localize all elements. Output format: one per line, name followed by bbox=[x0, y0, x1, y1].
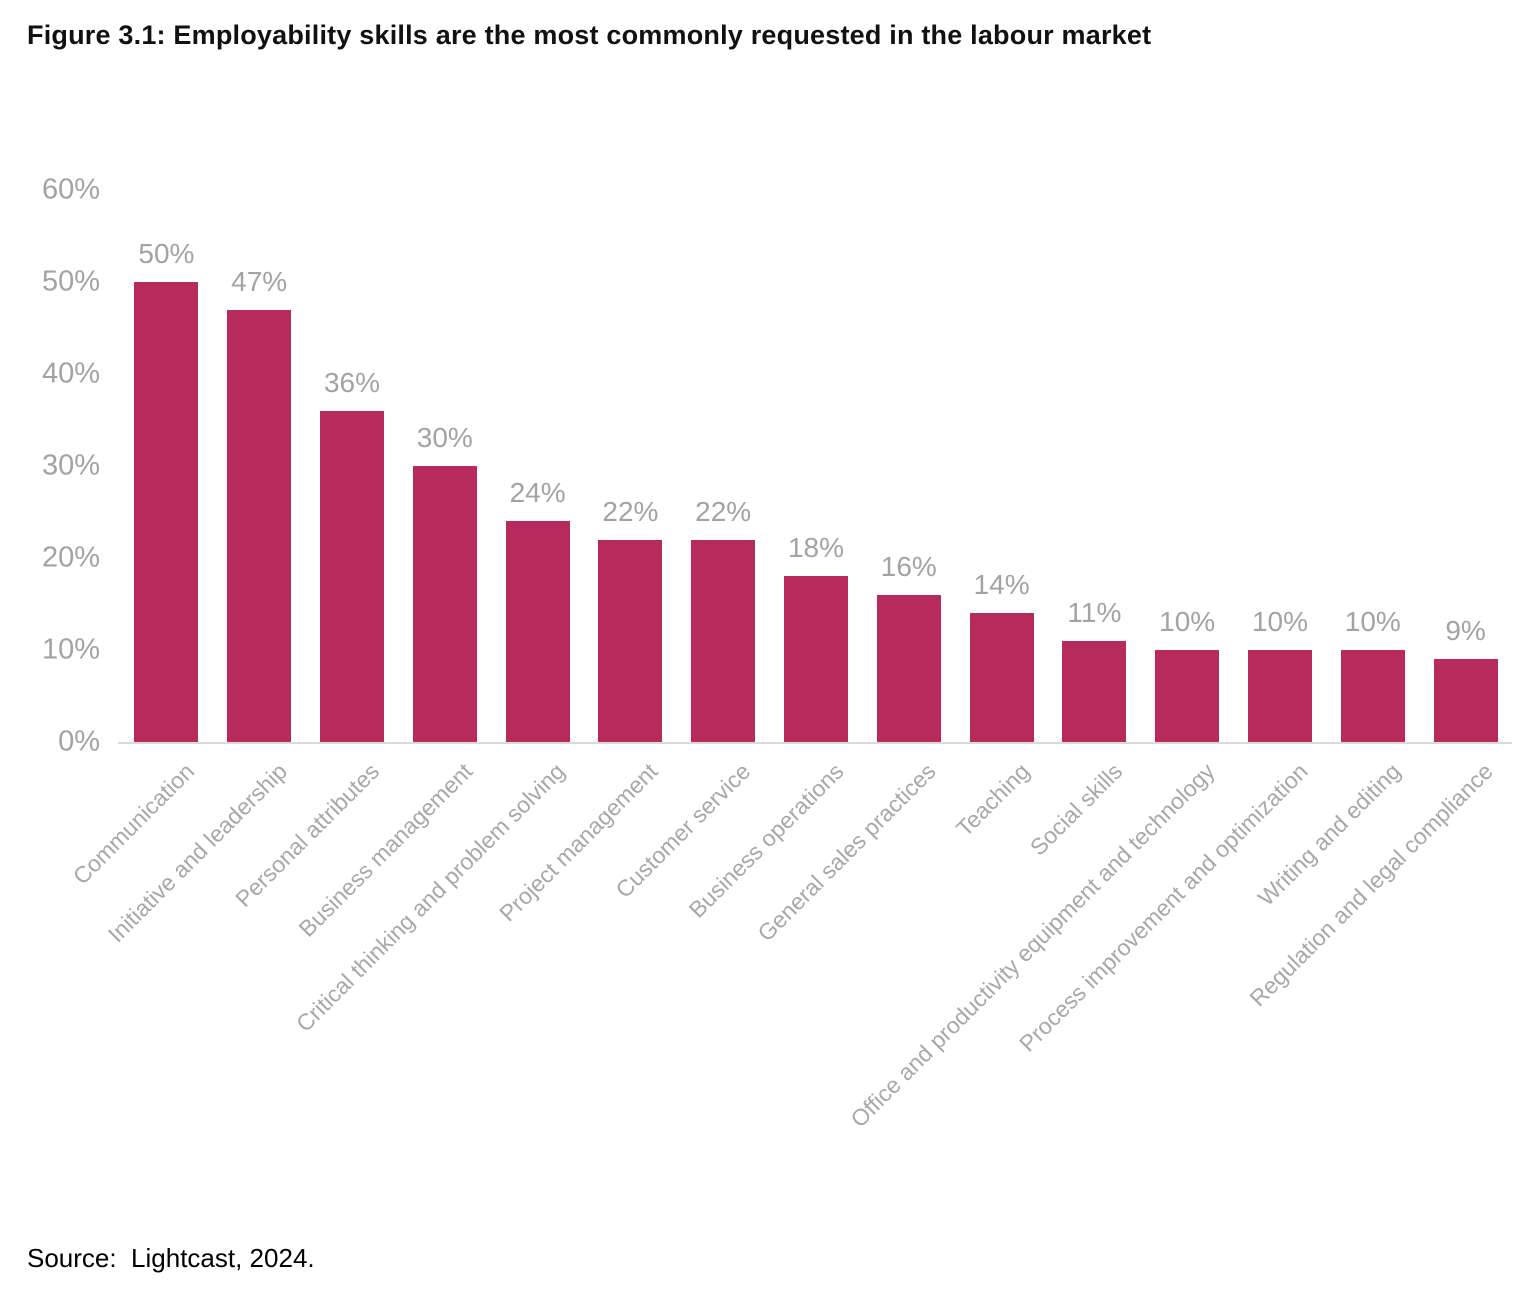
y-axis-tick-label: 30% bbox=[41, 449, 100, 482]
x-axis-label-business-management: Business management bbox=[293, 758, 478, 942]
bar-communication bbox=[134, 282, 199, 742]
bar-value-label-business-operations: 18% bbox=[787, 532, 845, 564]
bar-value-label-teaching: 14% bbox=[973, 569, 1030, 601]
x-axis-label-project-management: Project management bbox=[494, 758, 663, 927]
y-axis-tick-label: 50% bbox=[41, 265, 100, 298]
bar-project-management bbox=[598, 539, 663, 742]
bar-teaching bbox=[969, 613, 1034, 742]
bar-value-label-communication: 50% bbox=[138, 238, 195, 269]
bar-initiative-and-leadership bbox=[227, 309, 292, 742]
bar-value-label-personal-attributes: 36% bbox=[323, 366, 381, 398]
x-axis-label-teaching: Teaching bbox=[950, 758, 1034, 842]
x-axis-label-general-sales-practices: General sales practices bbox=[752, 758, 942, 947]
y-axis-tick-label: 60% bbox=[41, 173, 100, 206]
bar-value-label-customer-service: 22% bbox=[695, 495, 752, 527]
x-axis-label-initiative-and-leadership: Initiative and leadership bbox=[102, 758, 292, 948]
y-axis-tick-label: 0% bbox=[58, 725, 100, 758]
x-axis-label-business-operations: Business operations bbox=[683, 758, 849, 923]
bar-value-label-business-management: 30% bbox=[416, 422, 473, 453]
source-note: Source: Lightcast, 2024. bbox=[27, 1243, 315, 1273]
figure-title: Figure 3.1: Employability skills are the… bbox=[27, 20, 1152, 50]
bar-regulation-and-legal-compliance bbox=[1433, 659, 1498, 742]
bar-office-and-productivity-equipment-and-technology bbox=[1155, 650, 1220, 742]
x-axis-labels: Communication Initiative and leadership Pe… bbox=[67, 758, 1512, 1188]
bar-writing-and-editing bbox=[1340, 650, 1405, 742]
bar-critical-thinking-and-problem-solving bbox=[505, 521, 570, 742]
y-axis-tick-label: 40% bbox=[41, 357, 100, 390]
bar-value-label-social-skills: 11% bbox=[1067, 596, 1122, 628]
bar-value-label-regulation-and-legal-compliance: 9% bbox=[1445, 615, 1486, 647]
bar-value-label-process-improvement-and-optimization: 10% bbox=[1251, 606, 1309, 637]
bar-value-label-project-management: 22% bbox=[602, 495, 659, 527]
y-axis-tick-label: 10% bbox=[41, 633, 100, 666]
bar-business-operations bbox=[784, 576, 848, 742]
bar-value-label-general-sales-practices: 16% bbox=[880, 550, 937, 582]
bar-value-label-critical-thinking-and-problem-solving: 24% bbox=[509, 477, 566, 509]
bar-value-label-initiative-and-leadership: 47% bbox=[231, 265, 288, 297]
bar-personal-attributes bbox=[320, 410, 384, 742]
bar-value-label-office-and-productivity-equipment-and-technology: 10% bbox=[1159, 606, 1216, 637]
y-axis-tick-label: 20% bbox=[41, 541, 100, 574]
bar-value-label-writing-and-editing: 10% bbox=[1344, 606, 1401, 637]
bar-process-improvement-and-optimization bbox=[1248, 650, 1312, 742]
bar-social-skills bbox=[1062, 640, 1127, 742]
bar-business-management bbox=[412, 466, 477, 742]
bar-customer-service bbox=[691, 539, 756, 742]
plot-area: 50% 47% 36% 30% 24% 22% 22% 18% 16% 14% 11% 10% 10% 1… bbox=[120, 190, 1512, 742]
bar-general-sales-practices bbox=[876, 594, 941, 742]
x-axis-baseline bbox=[118, 742, 1512, 744]
